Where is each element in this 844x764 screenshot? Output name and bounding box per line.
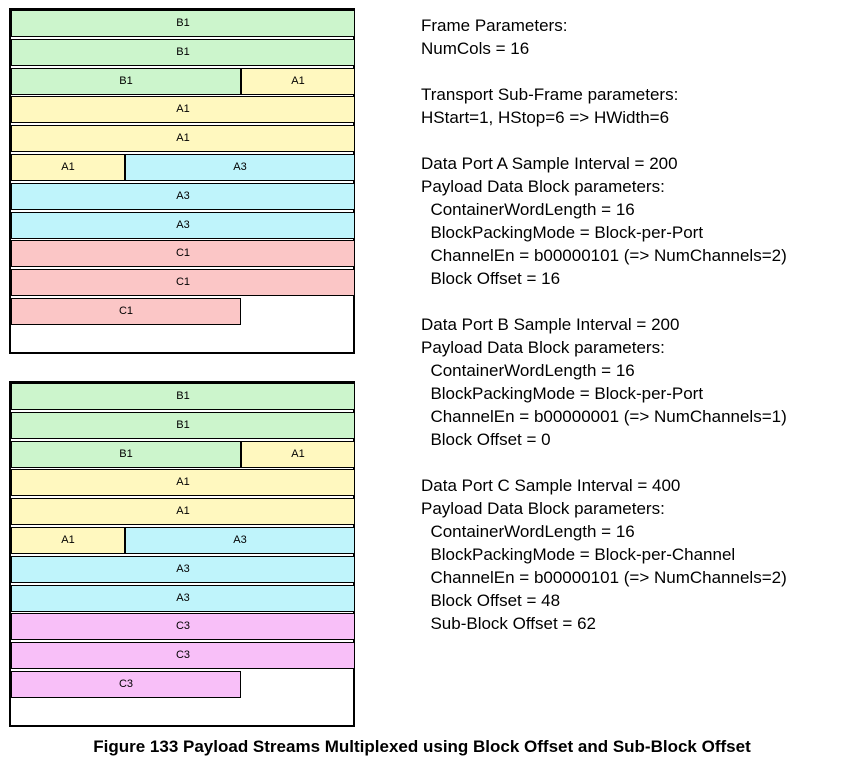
- payload-block-b1: B1: [11, 10, 355, 37]
- frame-2: B1 B1 B1 A1 A1 A1 A1 A3 A3 A3 C3 C3 C3: [9, 381, 355, 727]
- payload-block-a3: A3: [125, 154, 355, 181]
- parameter-line: Sub-Block Offset = 62: [421, 614, 596, 633]
- parameter-line: [421, 451, 841, 474]
- block-row: C3: [11, 642, 355, 670]
- parameter-line: Data Port C Sample Interval = 400: [421, 476, 681, 495]
- parameter-line: Payload Data Block parameters:: [421, 177, 665, 196]
- block-row: B1: [11, 411, 355, 440]
- block-row: A1 A3: [11, 154, 355, 182]
- block-row: A1: [11, 469, 355, 497]
- parameter-line: Payload Data Block parameters:: [421, 338, 665, 357]
- payload-block-b1: B1: [11, 411, 355, 439]
- payload-block-a3: A3: [11, 211, 355, 239]
- block-row: B1: [11, 383, 355, 411]
- payload-block-a1: A1: [11, 498, 355, 526]
- parameter-line: BlockPackingMode = Block-per-Port: [421, 223, 704, 242]
- payload-block-c1: C1: [11, 298, 241, 325]
- block-row: B1 A1: [11, 67, 355, 96]
- payload-block-c3: C3: [11, 642, 355, 670]
- parameter-line: ContainerWordLength = 16: [421, 361, 635, 380]
- payload-block-c3: C3: [11, 671, 241, 698]
- parameter-line: Data Port A Sample Interval = 200: [421, 154, 678, 173]
- parameter-line: Block Offset = 0: [421, 430, 551, 449]
- block-row: A3: [11, 555, 355, 584]
- block-row: C3: [11, 671, 353, 699]
- payload-block-c3: C3: [11, 613, 355, 641]
- parameter-line: ContainerWordLength = 16: [421, 200, 635, 219]
- block-row: B1 A1: [11, 440, 355, 469]
- parameter-line: [421, 60, 841, 83]
- payload-block-a1: A1: [11, 125, 355, 153]
- parameter-line: Frame Parameters:: [421, 16, 568, 35]
- block-row: C1: [11, 298, 353, 326]
- parameter-line: [421, 290, 841, 313]
- block-row: A3: [11, 182, 355, 211]
- parameter-line: NumCols = 16: [421, 39, 530, 58]
- payload-block-c1: C1: [11, 240, 355, 268]
- block-row: A1: [11, 96, 355, 124]
- parameter-line: Block Offset = 48: [421, 591, 561, 610]
- payload-block-a1: A1: [241, 440, 355, 468]
- payload-block-a3: A3: [11, 555, 355, 583]
- parameter-line: Transport Sub-Frame parameters:: [421, 85, 679, 104]
- payload-block-a1: A1: [241, 67, 355, 95]
- payload-block-b1: B1: [11, 38, 355, 66]
- parameter-list: Frame Parameters: NumCols = 16 Transport S…: [421, 14, 841, 635]
- figure-caption: Figure 133 Payload Streams Multiplexed u…: [93, 737, 751, 756]
- payload-block-a1: A1: [11, 154, 125, 181]
- block-row: C1: [11, 269, 355, 297]
- payload-block-b1: B1: [11, 440, 241, 468]
- block-row: B1: [11, 10, 355, 38]
- payload-block-a3: A3: [11, 182, 355, 210]
- block-row: B1: [11, 38, 355, 67]
- parameter-line: ChannelEn = b00000101 (=> NumChannels=2): [421, 246, 787, 265]
- block-row: A1: [11, 125, 355, 153]
- frame-1: B1 B1 B1 A1 A1 A1 A1 A3 A3 A3 C1 C1 C1: [9, 8, 355, 354]
- payload-block-a1: A1: [11, 96, 355, 124]
- payload-block-c1: C1: [11, 269, 355, 297]
- parameter-line: HStart=1, HStop=6 => HWidth=6: [421, 108, 670, 127]
- block-row: A1: [11, 498, 355, 526]
- parameter-line: ChannelEn = b00000001 (=> NumChannels=1): [421, 407, 787, 426]
- payload-block-b1: B1: [11, 383, 355, 410]
- block-row: A3: [11, 211, 355, 240]
- payload-block-b1: B1: [11, 67, 241, 95]
- parameter-line: Block Offset = 16: [421, 269, 561, 288]
- block-row: C3: [11, 613, 355, 641]
- parameter-line: BlockPackingMode = Block-per-Channel: [421, 545, 736, 564]
- parameter-line: ChannelEn = b00000101 (=> NumChannels=2): [421, 568, 787, 587]
- payload-block-a1: A1: [11, 469, 355, 497]
- parameter-line: [421, 129, 841, 152]
- parameter-line: Payload Data Block parameters:: [421, 499, 665, 518]
- block-row: A1 A3: [11, 527, 355, 555]
- payload-block-a3: A3: [11, 584, 355, 612]
- block-row: A3: [11, 584, 355, 613]
- parameter-line: BlockPackingMode = Block-per-Port: [421, 384, 704, 403]
- payload-block-a3: A3: [125, 527, 355, 554]
- block-row: C1: [11, 240, 355, 268]
- payload-block-a1: A1: [11, 527, 125, 554]
- parameter-line: Data Port B Sample Interval = 200: [421, 315, 680, 334]
- parameter-line: ContainerWordLength = 16: [421, 522, 635, 541]
